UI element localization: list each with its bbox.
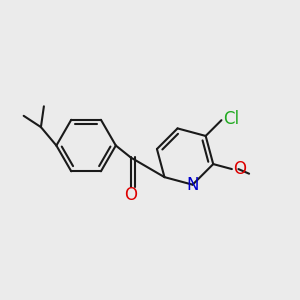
Text: N: N [186, 176, 199, 194]
Text: O: O [124, 186, 137, 204]
Text: Cl: Cl [223, 110, 239, 128]
Text: O: O [233, 160, 246, 178]
